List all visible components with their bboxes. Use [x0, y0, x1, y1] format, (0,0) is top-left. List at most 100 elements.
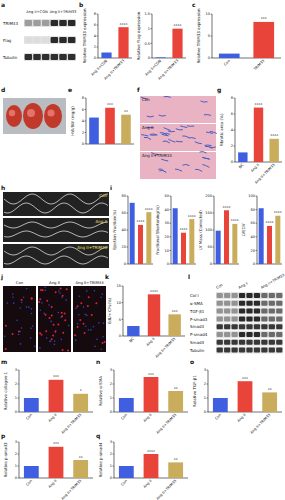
blot-band: [276, 348, 282, 353]
lane-label: Ang II: [238, 281, 249, 290]
histology-image: [140, 96, 216, 123]
echocardiography: ConAng IIAng II+TRIM33: [3, 192, 109, 268]
y-tick-label: 80: [122, 194, 126, 198]
bars: [127, 294, 181, 336]
panel-letter: q: [96, 432, 100, 440]
bar: [119, 398, 134, 412]
nucleus: [93, 326, 95, 328]
echo-trace: [4, 256, 108, 264]
figure: abcdefghijklmnopqAng II+CONAng II+TRIM33…: [0, 0, 285, 500]
y-tick-label: 2: [231, 144, 233, 148]
y-axis-label: Relative TGF-β1: [192, 375, 197, 407]
x-tick-label: Ang II+TRIM33: [254, 163, 276, 185]
blot-strip: [24, 36, 76, 44]
edu-positive: [67, 349, 69, 351]
bar: [144, 454, 159, 478]
fluorescence-image: [3, 286, 36, 352]
fibrosis-streak: [204, 114, 211, 116]
fibrosis-streak: [159, 115, 166, 116]
echo-trace: [4, 194, 108, 204]
blot-strip: [216, 315, 283, 322]
significance: **: [79, 455, 83, 460]
significance: ***: [107, 102, 113, 107]
y-tick-label: 3: [110, 440, 112, 444]
blot-band: [42, 37, 49, 43]
bar: [49, 447, 64, 478]
x-tick-label: Ang II+CON: [144, 59, 162, 77]
edu-staining: ConAng IIAng II+TRIM33: [3, 280, 106, 352]
edu-positive: [87, 305, 89, 307]
echo-trace: [4, 203, 108, 213]
fibrosis-streak: [168, 130, 175, 132]
fibrosis-streak: [209, 146, 216, 148]
nucleus: [49, 341, 51, 343]
edu-positive: [45, 330, 47, 332]
significance: ****: [174, 23, 182, 28]
bar: [148, 294, 160, 336]
panel-letter: m: [1, 358, 7, 365]
image-label: Ang II: [49, 280, 60, 285]
blot-band: [261, 324, 267, 329]
bar-chart: LV Mass (Corrected)050100150200********: [198, 194, 239, 266]
bar: [232, 224, 237, 264]
significance: ****: [255, 102, 263, 107]
nucleus: [103, 322, 105, 324]
y-axis: [128, 196, 129, 264]
y-axis-label: Relative α-SMA: [98, 376, 103, 406]
blot-strip: [216, 308, 283, 315]
image-label: Ang II: [96, 219, 107, 224]
edu-positive: [51, 338, 53, 340]
bar: [262, 392, 277, 412]
blot-band: [261, 348, 267, 353]
blot-band: [68, 20, 75, 26]
panel-letter: e: [68, 86, 72, 93]
blot-band: [224, 324, 230, 329]
bar: [172, 29, 182, 58]
edu-positive: [66, 288, 68, 290]
y-axis-label: Relative Flag expression: [136, 11, 141, 60]
image-label: Ang II+TRIM33: [75, 280, 104, 285]
bars: [238, 108, 279, 162]
blot-band: [269, 324, 275, 329]
bar-chart: Relative α-SMA0123ConAng IIAng II+TRIM33…: [98, 368, 188, 434]
photo-background: [3, 98, 66, 134]
bars: [119, 454, 183, 478]
bars: [259, 208, 281, 264]
blot-strip: [24, 19, 76, 27]
blot-band: [224, 316, 230, 321]
significance: ****: [223, 205, 231, 210]
nucleus: [75, 307, 77, 309]
bar: [219, 54, 240, 58]
blot-band: [51, 37, 58, 43]
y-tick-label: 60: [122, 211, 126, 215]
blot-band: [269, 332, 275, 337]
blot-band: [269, 348, 275, 353]
nucleus: [102, 293, 104, 295]
bar: [144, 377, 159, 412]
blot-band: [231, 340, 237, 345]
blot-strip: [24, 53, 76, 61]
y-axis-label: EdU+ CFs(%): [107, 297, 112, 324]
nucleus: [90, 329, 92, 331]
bars: [24, 380, 88, 412]
blot-band: [239, 348, 245, 353]
y-tick-label: 0: [253, 262, 255, 266]
y-axis-label: LV Mass (Corrected): [198, 210, 203, 250]
blot-band: [217, 340, 223, 345]
significance: **: [174, 457, 178, 462]
y-tick-label: 15: [117, 284, 121, 288]
nucleus: [31, 313, 33, 315]
y-tick-label: 1: [204, 396, 206, 400]
edu-positive: [95, 302, 97, 304]
significance: ****: [188, 214, 196, 219]
blot-strip: [216, 347, 283, 354]
nucleus: [54, 340, 56, 342]
y-axis-label: Fractional Shortening(%): [155, 205, 160, 255]
heart-highlight: [47, 109, 54, 116]
bar: [89, 118, 99, 144]
y-axis-label: LVEDV: [241, 223, 246, 236]
edu-positive: [31, 298, 33, 300]
edu-positive: [46, 300, 48, 302]
nucleus: [45, 289, 47, 291]
edu-positive: [12, 333, 14, 335]
